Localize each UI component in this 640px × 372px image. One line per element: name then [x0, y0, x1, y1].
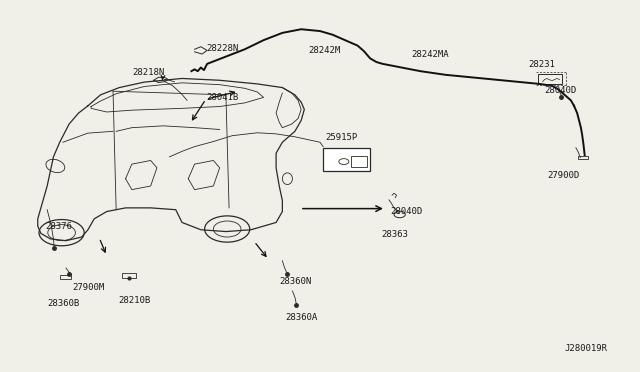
Bar: [538, 74, 562, 84]
Text: J280019R: J280019R: [564, 344, 607, 353]
Bar: [122, 273, 136, 278]
Bar: [60, 275, 71, 279]
Bar: [323, 148, 370, 171]
Text: 28360N: 28360N: [279, 277, 312, 286]
Bar: [579, 156, 588, 159]
Text: 27900D: 27900D: [547, 171, 579, 180]
Text: 28040D: 28040D: [390, 207, 422, 216]
Text: 28360A: 28360A: [285, 314, 317, 323]
Text: 28242MA: 28242MA: [411, 49, 449, 58]
Text: 25915P: 25915P: [325, 134, 357, 142]
Text: 28360B: 28360B: [47, 299, 79, 308]
Text: 28231: 28231: [528, 61, 555, 70]
Text: 28218N: 28218N: [132, 68, 164, 77]
Text: 28210B: 28210B: [118, 296, 150, 305]
Text: 28041B: 28041B: [206, 93, 238, 102]
Text: 28040D: 28040D: [545, 86, 577, 95]
Text: 28228N: 28228N: [206, 44, 238, 53]
Text: 28242M: 28242M: [308, 45, 341, 55]
Bar: [351, 156, 367, 167]
Text: 28376: 28376: [45, 222, 72, 231]
Text: 28363: 28363: [381, 230, 408, 238]
Text: 27900M: 27900M: [72, 283, 104, 292]
